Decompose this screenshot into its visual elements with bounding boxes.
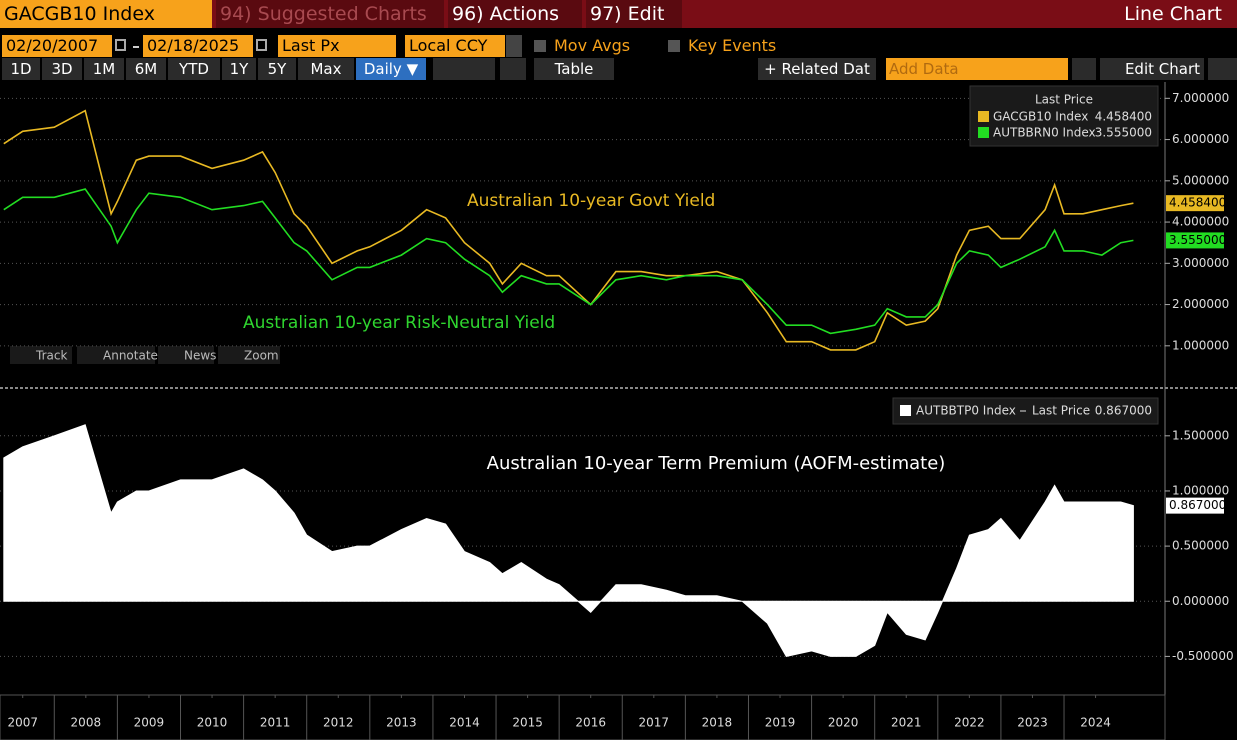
separator — [133, 46, 139, 48]
range-button[interactable]: 6M — [126, 58, 166, 80]
x-tick-label: 2022 — [954, 716, 985, 730]
legend-title: Last Price — [1035, 93, 1093, 107]
y-tick-label: 7.000000 — [1172, 91, 1229, 105]
legend-value: 3.555000 — [1095, 126, 1152, 140]
legend-title: Last Price — [1032, 404, 1090, 418]
related-data[interactable]: + Related Dat — [758, 58, 876, 80]
x-tick-label: 2011 — [260, 716, 291, 730]
series-area — [3, 424, 1134, 657]
legend — [969, 85, 1159, 147]
calendar-icon[interactable] — [115, 39, 126, 51]
range-button[interactable]: YTD — [168, 58, 220, 80]
frequency[interactable]: Daily ▼ — [356, 58, 426, 80]
x-tick-label: 2007 — [7, 716, 38, 730]
legend-swatch — [978, 111, 989, 122]
menu[interactable]: 96) Actions — [448, 0, 582, 28]
x-axis-panel — [0, 694, 1166, 740]
y-tick-label: 5.000000 — [1172, 173, 1229, 187]
start-date[interactable]: 02/20/2007 — [2, 35, 112, 57]
x-tick-label: 2010 — [197, 716, 228, 730]
x-tick-label: 2008 — [71, 716, 102, 730]
chart-tool[interactable] — [158, 346, 214, 364]
x-tick-label: 2024 — [1080, 716, 1111, 730]
last-value-label: 0.867000 — [1169, 498, 1226, 512]
chart-type-buttons[interactable] — [433, 58, 495, 80]
legend-name: AUTBBTP0 Index — [916, 404, 1016, 418]
chart-tool[interactable] — [77, 346, 155, 364]
legend-swatch — [900, 405, 911, 416]
end-date[interactable]: 02/18/2025 — [143, 35, 253, 57]
x-tick-label: 2016 — [575, 716, 606, 730]
x-tick-label: 2023 — [1017, 716, 1048, 730]
chart-tool[interactable] — [10, 346, 72, 364]
ticker[interactable]: GACGB10 Index — [0, 0, 212, 28]
checkbox[interactable] — [534, 40, 546, 52]
x-tick-label: 2017 — [639, 716, 670, 730]
checkbox[interactable] — [668, 40, 680, 52]
edit-chart[interactable]: Edit Chart — [1100, 58, 1204, 80]
dropdown-button[interactable] — [500, 58, 526, 80]
last-value-label: 3.555000 — [1169, 233, 1226, 247]
toggle-label[interactable]: Key Events — [688, 36, 777, 55]
range-button[interactable]: 1Y — [222, 58, 256, 80]
y-tick-label: 2.000000 — [1172, 297, 1229, 311]
charts: Track Annotate News Zoom 1.000000 2.000000 3.0… — [0, 82, 1237, 740]
calendar-icon[interactable] — [256, 39, 267, 51]
y-tick-label: 0.000000 — [1172, 594, 1229, 608]
series-line — [3, 109, 1134, 351]
settings-button[interactable] — [1208, 58, 1237, 80]
add-data[interactable]: Add Data — [886, 58, 1068, 80]
x-tick-label: 2018 — [702, 716, 733, 730]
series-line — [3, 188, 1134, 335]
chart-tool-label: Annotate — [103, 349, 158, 363]
range-button[interactable]: 1D — [2, 58, 40, 80]
dropdown-button[interactable] — [506, 35, 522, 57]
last-value-label: 4.458400 — [1169, 196, 1226, 210]
last-value-badge — [1166, 497, 1224, 514]
y-tick-label: -0.500000 — [1172, 649, 1234, 663]
x-tick-label: 2009 — [134, 716, 165, 730]
y-tick-label: 6.000000 — [1172, 132, 1229, 146]
annotation: Australian 10-year Risk-Neutral Yield — [243, 313, 555, 333]
menu[interactable]: 94) Suggested Charts — [216, 0, 444, 28]
range-button[interactable]: 5Y — [258, 58, 296, 80]
legend-value: 0.867000 — [1095, 404, 1152, 418]
legend-name: GACGB10 Index — [993, 110, 1088, 124]
last-value-badge — [1166, 232, 1224, 249]
annotation: Australian 10-year Term Premium (AOFM-es… — [487, 453, 946, 474]
chart-tool[interactable] — [218, 346, 280, 364]
y-tick-label: 4.000000 — [1172, 215, 1229, 229]
x-tick-label: 2012 — [323, 716, 354, 730]
x-tick-label: 2020 — [828, 716, 859, 730]
range-button[interactable]: 1M — [84, 58, 124, 80]
toggle-label[interactable]: Mov Avgs — [554, 36, 631, 55]
menu[interactable]: 97) Edit — [586, 0, 682, 28]
range-button[interactable]: 3D — [42, 58, 82, 80]
table-button[interactable]: Table — [534, 58, 614, 80]
field-select[interactable]: Last Px — [278, 35, 396, 57]
x-tick-label: 2019 — [765, 716, 796, 730]
y-tick-label: 3.000000 — [1172, 256, 1229, 270]
chart-tool-label: Track — [35, 349, 67, 363]
y-tick-label: 1.000000 — [1172, 483, 1229, 497]
x-tick-label: 2015 — [512, 716, 543, 730]
x-tick-label: 2013 — [386, 716, 417, 730]
x-tick-label: 2014 — [449, 716, 480, 730]
legend-name: AUTBBRN0 Index — [993, 126, 1096, 140]
range-button[interactable]: Max — [298, 58, 354, 80]
chart-tool-label: Zoom — [244, 349, 279, 363]
collapse-button[interactable] — [1072, 58, 1096, 80]
y-tick-label: 0.500000 — [1172, 539, 1229, 553]
x-tick-label: 2021 — [891, 716, 922, 730]
y-tick-label: 1.000000 — [1172, 338, 1229, 352]
chart-tool-label: News — [184, 349, 216, 363]
annotation: Australian 10-year Govt Yield — [467, 191, 715, 211]
view-name: Line Chart — [1124, 3, 1222, 25]
last-value-badge — [1166, 195, 1224, 212]
y-tick-label: 1.500000 — [1172, 428, 1229, 442]
currency-select[interactable]: Local CCY — [405, 35, 505, 57]
legend-value: 4.458400 — [1095, 110, 1152, 124]
legend-swatch — [978, 127, 989, 138]
